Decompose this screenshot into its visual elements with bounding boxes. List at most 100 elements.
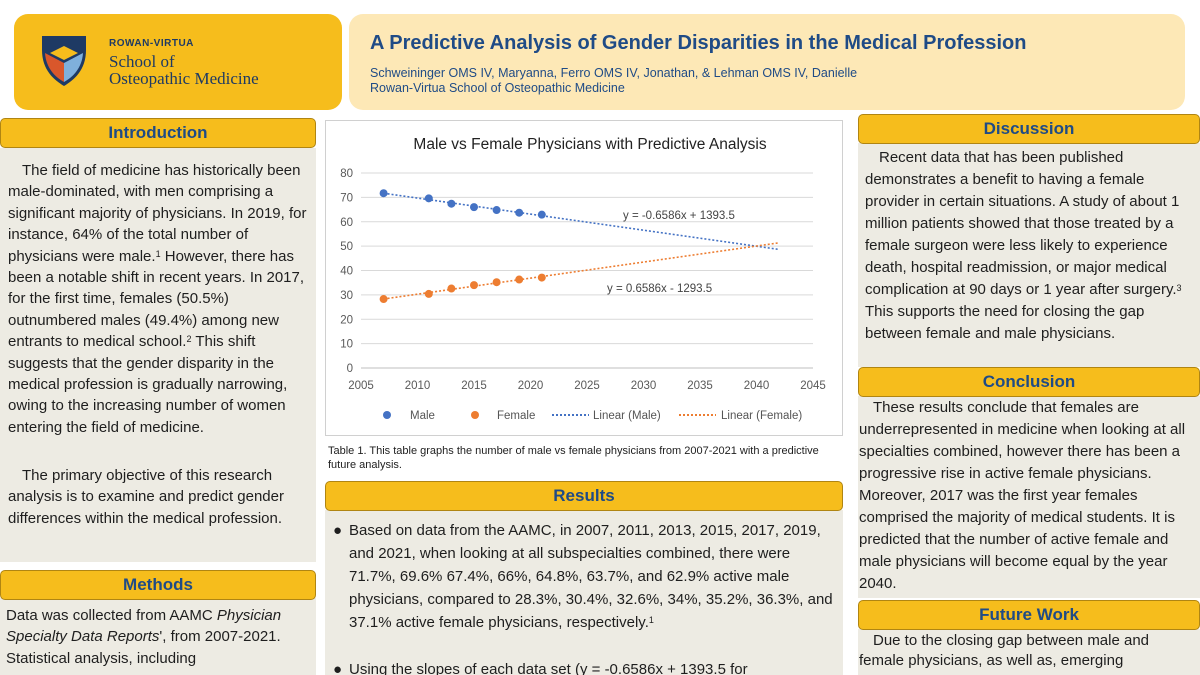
results-bullet-2: ● Using the slopes of each data set (y =… bbox=[333, 658, 833, 675]
intro-objective: The primary objective of this research a… bbox=[8, 467, 284, 527]
methods-text: Data was collected from AAMC Physician S… bbox=[6, 605, 314, 669]
legend-male-label: Male bbox=[410, 410, 435, 422]
female-data-point bbox=[470, 281, 478, 290]
legend-linear-male-label: Linear (Male) bbox=[593, 410, 661, 422]
results-bullet-1-text: Based on data from the AAMC, in 2007, 20… bbox=[349, 519, 833, 634]
female-data-point bbox=[424, 289, 433, 298]
methods-text-b: ', from 2007-2021. Statistical analysis,… bbox=[6, 628, 281, 667]
male-trendline bbox=[383, 192, 780, 251]
chart-points bbox=[379, 189, 546, 304]
female-data-point bbox=[515, 275, 524, 284]
x-tick-label: 2045 bbox=[800, 380, 826, 392]
poster-authors: Schweininger OMS IV, Maryanna, Ferro OMS… bbox=[370, 66, 1185, 96]
male-data-point bbox=[470, 203, 478, 212]
bullet-marker: ● bbox=[333, 522, 343, 539]
y-tick-label: 0 bbox=[347, 363, 353, 375]
y-tick-label: 50 bbox=[340, 241, 353, 253]
future-work-text: Due to the closing gap between male and … bbox=[859, 631, 1169, 671]
male-data-point bbox=[379, 189, 388, 198]
results-bullet-1: ● Based on data from the AAMC, in 2007, … bbox=[333, 519, 833, 634]
methods-text-a: Data was collected from AAMC bbox=[6, 607, 217, 624]
introduction-heading: Introduction bbox=[0, 118, 316, 148]
female-data-point bbox=[492, 278, 501, 287]
female-data-point bbox=[447, 284, 456, 293]
logo-banner: ROWAN-VIRTUA School of Osteopathic Medic… bbox=[14, 14, 342, 110]
results-bullet-2-text: Using the slopes of each data set (y = -… bbox=[349, 661, 748, 675]
female-data-point bbox=[537, 273, 546, 282]
logo-line-3: Osteopathic Medicine bbox=[109, 69, 259, 88]
x-tick-label: 2005 bbox=[348, 380, 374, 392]
female-data-point bbox=[379, 295, 388, 304]
intro-text-a: The field of medicine has historically b… bbox=[8, 162, 307, 265]
male-data-point bbox=[515, 208, 524, 217]
discussion-text-b: This supports the need for closing the g… bbox=[865, 303, 1145, 342]
discussion-heading: Discussion bbox=[858, 114, 1200, 144]
y-tick-label: 20 bbox=[340, 314, 353, 326]
y-tick-label: 30 bbox=[340, 290, 353, 302]
author-list: Schweininger OMS IV, Maryanna, Ferro OMS… bbox=[370, 66, 858, 80]
logo-line-1: ROWAN-VIRTUA bbox=[109, 38, 194, 49]
future-work-body: Due to the closing gap between male and … bbox=[859, 632, 1150, 669]
discussion-text-a: Recent data that has been published demo… bbox=[865, 149, 1180, 298]
legend-male-marker bbox=[383, 411, 391, 419]
male-data-point bbox=[447, 199, 456, 208]
citation-1-results: 1 bbox=[648, 615, 654, 625]
x-tick-label: 2025 bbox=[574, 380, 600, 392]
intro-text-c: This shift suggests that the gender disp… bbox=[8, 333, 288, 436]
results-panel bbox=[325, 510, 843, 675]
x-tick-label: 2035 bbox=[687, 380, 713, 392]
bullet-marker: ● bbox=[333, 661, 343, 675]
female-trend-equation: y = 0.6586x - 1293.5 bbox=[607, 283, 712, 295]
introduction-paragraph-2: The primary objective of this research a… bbox=[8, 465, 314, 529]
school-shield-icon bbox=[42, 36, 86, 86]
legend-female-marker bbox=[471, 411, 479, 419]
results-heading: Results bbox=[325, 481, 843, 511]
title-banner: A Predictive Analysis of Gender Disparit… bbox=[349, 14, 1185, 110]
conclusion-body: These results conclude that females are … bbox=[859, 399, 1186, 592]
introduction-panel bbox=[0, 148, 316, 562]
introduction-paragraph-1: The field of medicine has historically b… bbox=[8, 160, 314, 438]
citation-2: 2 bbox=[186, 334, 192, 345]
methods-heading: Methods bbox=[0, 570, 316, 600]
results-text-1: Based on data from the AAMC, in 2007, 20… bbox=[349, 522, 833, 631]
school-logo-text: ROWAN-VIRTUA School of Osteopathic Medic… bbox=[109, 38, 259, 87]
poster-title: A Predictive Analysis of Gender Disparit… bbox=[370, 32, 1027, 54]
male-data-point bbox=[537, 210, 546, 219]
conclusion-text: These results conclude that females are … bbox=[859, 397, 1199, 595]
chart-container: 0 10 20 30 40 50 60 70 80 2005 2010 2015 2020 2025 20… bbox=[325, 120, 843, 436]
male-trend-equation: y = -0.6586x + 1393.5 bbox=[623, 210, 735, 222]
x-tick-label: 2020 bbox=[518, 380, 544, 392]
chart-gridlines bbox=[361, 172, 813, 369]
chart-trendlines bbox=[383, 192, 780, 300]
x-tick-label: 2040 bbox=[744, 380, 770, 392]
chart-title: Male vs Female Physicians with Predictiv… bbox=[413, 136, 766, 153]
conclusion-panel bbox=[858, 396, 1200, 598]
chart-caption: Table 1. This table graphs the number of… bbox=[328, 445, 819, 471]
chart-legend: Male Female Linear (Male) Linear (Female… bbox=[383, 410, 802, 422]
legend-linear-female-label: Linear (Female) bbox=[721, 410, 802, 422]
chart-x-tick-labels: 2005 2010 2015 2020 2025 2030 2035 2040 2045 bbox=[348, 380, 826, 392]
future-work-panel bbox=[858, 629, 1200, 675]
male-data-point bbox=[492, 206, 501, 215]
intro-text-b: However, there has been a notable shift … bbox=[8, 247, 305, 351]
citation-3: 3 bbox=[1176, 283, 1182, 293]
y-tick-label: 40 bbox=[340, 266, 353, 278]
conclusion-heading: Conclusion bbox=[858, 367, 1200, 397]
affiliation: Rowan-Virtua School of Osteopathic Medic… bbox=[370, 81, 625, 95]
discussion-text: Recent data that has been published demo… bbox=[865, 147, 1199, 345]
y-tick-label: 70 bbox=[340, 192, 353, 204]
future-work-heading: Future Work bbox=[858, 600, 1200, 630]
citation-1: 1 bbox=[155, 248, 161, 259]
y-tick-label: 60 bbox=[340, 217, 353, 229]
discussion-panel bbox=[858, 143, 1200, 367]
female-trendline bbox=[383, 242, 780, 300]
methods-panel bbox=[0, 598, 316, 675]
chart-y-tick-labels: 0 10 20 30 40 50 60 70 80 bbox=[340, 168, 353, 375]
logo-line-2: School of bbox=[109, 52, 175, 71]
y-tick-label: 80 bbox=[340, 168, 353, 180]
x-tick-label: 2010 bbox=[405, 380, 431, 392]
x-tick-label: 2030 bbox=[631, 380, 657, 392]
methods-report-title: Physician Specialty Data Reports bbox=[6, 607, 282, 646]
male-data-point bbox=[424, 194, 433, 203]
